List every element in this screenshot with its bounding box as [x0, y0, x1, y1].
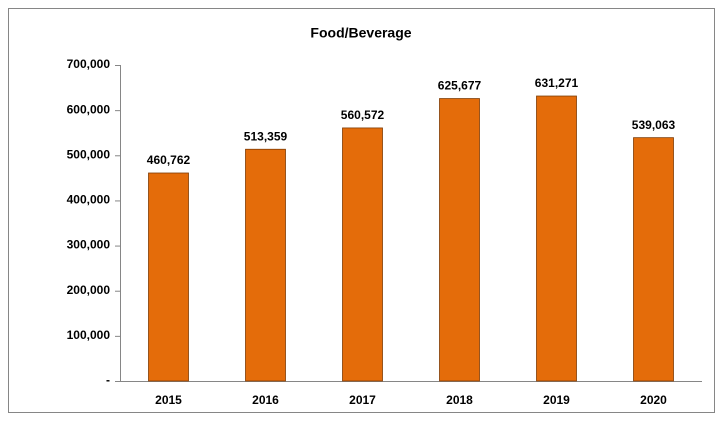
- x-tick-label: 2019: [543, 393, 570, 407]
- x-tick-label: 2018: [446, 393, 473, 407]
- y-tick-label: 200,000: [67, 283, 111, 297]
- data-label: 513,359: [244, 129, 288, 143]
- x-tick-label: 2020: [640, 393, 667, 407]
- bar: [245, 148, 286, 382]
- y-tick-label: 400,000: [67, 193, 111, 207]
- bar: [633, 137, 674, 382]
- x-tick-label: 2015: [155, 393, 182, 407]
- y-tick-label: 700,000: [67, 57, 111, 71]
- data-label: 460,762: [147, 153, 191, 167]
- data-label: 631,271: [535, 76, 579, 90]
- x-tick-label: 2016: [252, 393, 279, 407]
- data-label: 539,063: [632, 118, 676, 132]
- data-label: 560,572: [341, 108, 385, 122]
- bar: [439, 98, 480, 382]
- y-tick-label: 500,000: [67, 147, 111, 161]
- bar: [342, 127, 383, 382]
- y-tick-label: 300,000: [67, 238, 111, 252]
- y-tick-label: 600,000: [67, 102, 111, 116]
- y-tick-label: 100,000: [67, 328, 111, 342]
- x-tick-label: 2017: [349, 393, 376, 407]
- chart-title: Food/Beverage: [310, 25, 411, 41]
- bar: [536, 95, 577, 382]
- y-tick-label: -: [106, 373, 110, 387]
- bar: [148, 172, 189, 382]
- data-label: 625,677: [438, 79, 482, 93]
